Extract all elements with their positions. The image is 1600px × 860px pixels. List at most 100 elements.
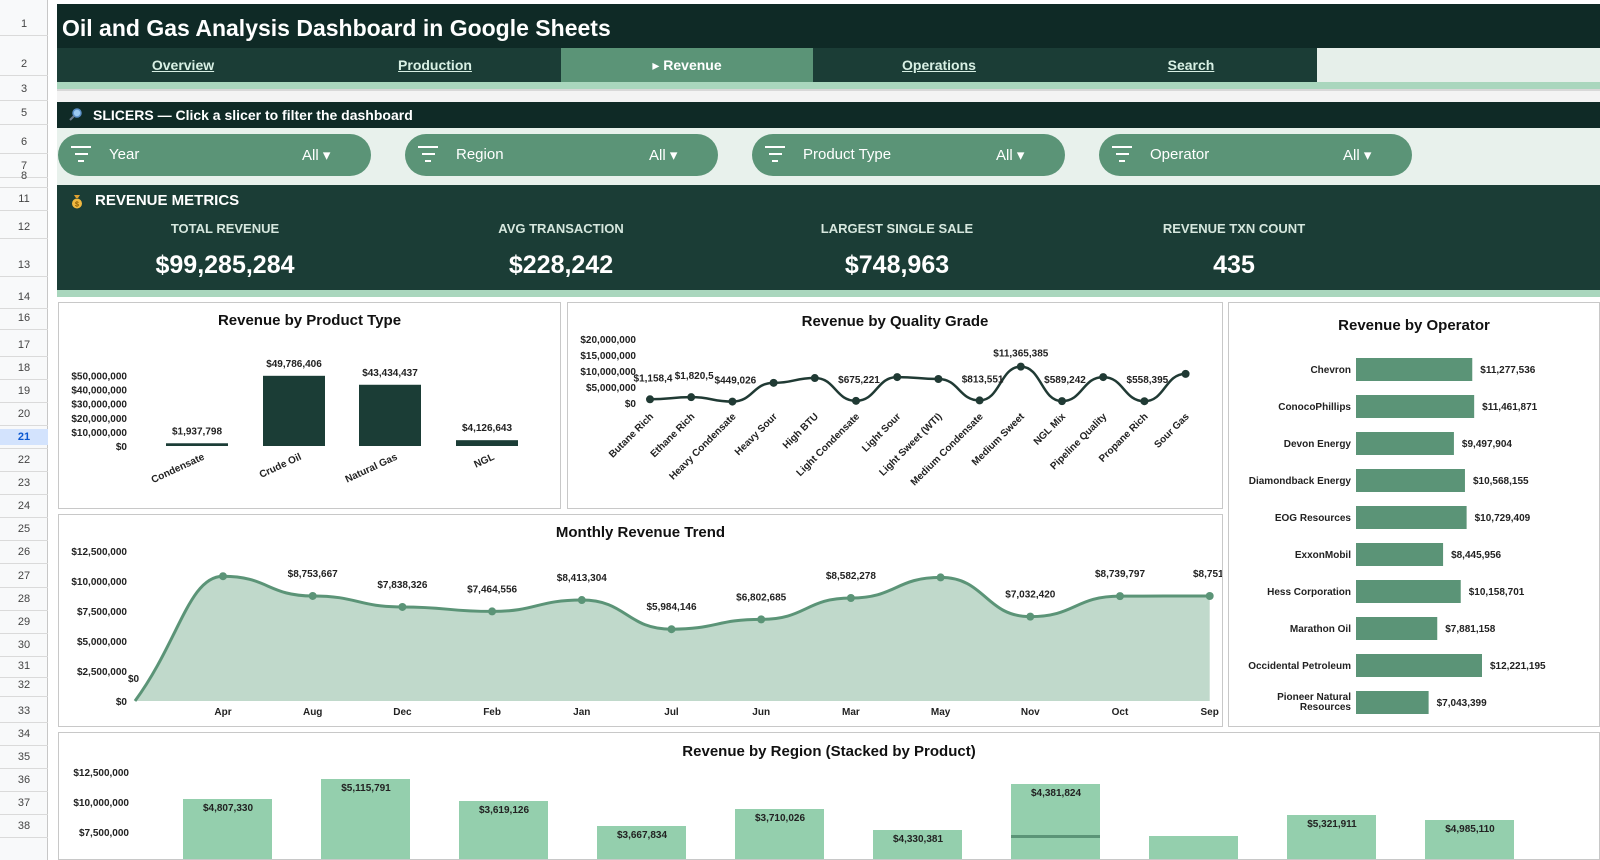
y-tick-label: $2,500,000 xyxy=(77,667,127,678)
row-number[interactable]: 19 xyxy=(17,385,31,397)
data-point xyxy=(577,596,586,605)
bar xyxy=(1356,617,1438,640)
row-number[interactable]: 11 xyxy=(18,193,30,205)
row-divider xyxy=(0,177,48,178)
bar xyxy=(456,440,518,446)
chart-title: Revenue by Operator xyxy=(1338,317,1490,334)
row-number[interactable]: 31 xyxy=(17,660,31,672)
row-number[interactable]: 3 xyxy=(20,83,28,95)
magnifier-icon xyxy=(69,107,83,124)
data-point xyxy=(687,393,696,402)
row-number[interactable]: 21 xyxy=(0,429,48,445)
row-number[interactable]: 7 xyxy=(20,160,28,172)
row-number[interactable]: 25 xyxy=(17,523,31,535)
x-tick-label: Sep xyxy=(1201,707,1219,718)
data-label: $8,753,667 xyxy=(288,569,338,580)
row-divider xyxy=(0,238,48,239)
row-number[interactable]: 14 xyxy=(17,291,31,303)
slicer-label: Region xyxy=(456,146,504,163)
chart-revenue-by-region[interactable]: Revenue by Region (Stacked by Product) $… xyxy=(58,732,1600,860)
data-label: $8,413,304 xyxy=(557,573,607,584)
y-tick-label: $5,000,000 xyxy=(77,637,127,648)
tab-operations[interactable]: Operations xyxy=(813,48,1065,82)
row-number[interactable]: 35 xyxy=(17,751,31,763)
data-label: $675,221 xyxy=(838,375,880,386)
chart-monthly-revenue[interactable]: Monthly Revenue Trend $12,500,000 $10,000… xyxy=(58,514,1223,727)
y-tick-label: $10,000,000 xyxy=(71,577,127,588)
row-number[interactable]: 29 xyxy=(17,616,31,628)
chart-revenue-by-product[interactable]: Revenue by Product Type $50,000,000 $40,0… xyxy=(58,302,561,509)
row-number[interactable]: 16 xyxy=(17,312,31,324)
bar-segment xyxy=(873,830,962,859)
data-label: $1,158,4 xyxy=(634,373,673,384)
row-number[interactable]: 28 xyxy=(17,593,31,605)
row-number[interactable]: 33 xyxy=(17,705,31,717)
row-number[interactable]: 27 xyxy=(17,570,31,582)
slicer-operator[interactable]: Operator All ▾ xyxy=(1099,134,1412,176)
region-chart-svg: $12,500,000 $10,000,000 $7,500,000 $4,807,3… xyxy=(73,768,1514,859)
x-tick-label: Condensate xyxy=(150,452,207,486)
row-divider xyxy=(0,100,48,101)
data-label: $0 xyxy=(128,674,140,685)
x-tick-label: Jan xyxy=(573,707,590,718)
slicer-region[interactable]: Region All ▾ xyxy=(405,134,718,176)
data-label: $4,381,824 xyxy=(1031,788,1081,799)
row-divider xyxy=(0,696,48,697)
tab-production[interactable]: Production xyxy=(309,48,561,82)
y-tick-label: $10,000,000 xyxy=(73,798,129,809)
y-tick-label: $5,000,000 xyxy=(586,383,636,394)
row-number[interactable]: 13 xyxy=(17,259,31,271)
y-category-label: EOG Resources xyxy=(1275,513,1352,524)
row-number[interactable]: 1 xyxy=(20,18,28,30)
row-number[interactable]: 23 xyxy=(17,477,31,489)
row-number[interactable]: 12 xyxy=(17,221,31,233)
bar-segment xyxy=(1149,836,1238,859)
tab-search[interactable]: Search xyxy=(1065,48,1317,82)
data-label: $12,221,195 xyxy=(1490,661,1546,672)
slicer-year[interactable]: Year All ▾ xyxy=(58,134,371,176)
data-label: $4,126,643 xyxy=(462,423,512,434)
bar xyxy=(1356,432,1454,455)
row-divider xyxy=(0,768,48,769)
row-number[interactable]: 32 xyxy=(17,679,31,691)
row-number[interactable]: 18 xyxy=(17,362,31,374)
row-divider xyxy=(0,124,48,125)
row-number[interactable]: 38 xyxy=(17,820,31,832)
tab-overview[interactable]: Overview xyxy=(57,48,309,82)
metric-value-avg-transaction: $228,242 xyxy=(508,251,614,279)
row-number[interactable]: 17 xyxy=(17,339,31,351)
nav-divider xyxy=(57,82,1600,89)
row-number[interactable]: 36 xyxy=(17,774,31,786)
row-number[interactable]: 22 xyxy=(17,454,31,466)
tab-revenue[interactable]: ▸ Revenue xyxy=(561,48,813,82)
chart-revenue-by-operator[interactable]: Revenue by Operator Chevron $11,277,536 Co… xyxy=(1228,302,1600,727)
data-point xyxy=(308,591,317,600)
bar-segment xyxy=(1287,815,1376,859)
row-number[interactable]: 5 xyxy=(20,107,28,119)
row-number[interactable]: 24 xyxy=(17,500,31,512)
row-number[interactable]: 30 xyxy=(17,639,31,651)
row-number[interactable]: 6 xyxy=(20,136,28,148)
row-number[interactable]: 2 xyxy=(20,58,28,70)
row-number[interactable]: 8 xyxy=(20,170,28,182)
data-point xyxy=(846,594,855,603)
row-divider xyxy=(0,745,48,746)
chart-title: Monthly Revenue Trend xyxy=(555,524,726,541)
operator-chart-svg: Chevron $11,277,536 ConocoPhillips $11,461,… xyxy=(1248,358,1546,714)
row-number[interactable]: 34 xyxy=(17,728,31,740)
chart-revenue-by-quality[interactable]: Revenue by Quality Grade $20,000,000 $15,… xyxy=(567,302,1223,509)
row-number[interactable]: 20 xyxy=(17,408,31,420)
data-point xyxy=(488,607,497,616)
y-tick-label: $0 xyxy=(116,442,128,453)
data-label: $7,838,326 xyxy=(377,580,427,591)
y-tick-label: $20,000,000 xyxy=(580,335,636,346)
row-divider xyxy=(0,656,48,657)
row-number[interactable]: 37 xyxy=(17,797,31,809)
slicer-value: All ▾ xyxy=(302,147,331,164)
slicer-product-type[interactable]: Product Type All ▾ xyxy=(752,134,1065,176)
data-label: $8,582,278 xyxy=(826,571,876,582)
data-label: $1,820,5 xyxy=(675,371,714,382)
data-label: $3,619,126 xyxy=(479,805,529,816)
row-number[interactable]: 26 xyxy=(17,546,31,558)
bar-segment xyxy=(183,799,272,859)
